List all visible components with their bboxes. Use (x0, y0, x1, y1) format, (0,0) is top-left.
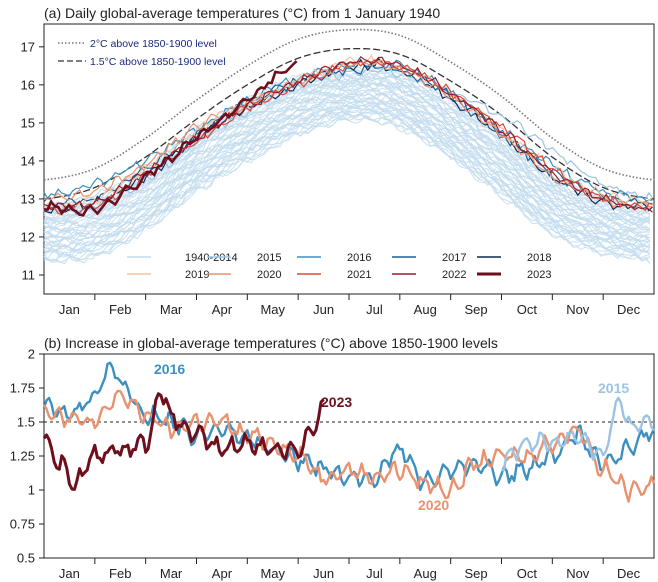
y-tick-label: 11 (22, 267, 36, 282)
x-tick-label: Aug (414, 566, 437, 581)
panel-a-series-group (43, 54, 653, 217)
annotation-2020: 2020 (418, 497, 449, 513)
x-tick-label: Feb (109, 566, 131, 581)
y-tick-label: 2 (28, 347, 35, 362)
y-tick-label: 14 (21, 153, 35, 168)
band-line (43, 104, 651, 253)
band-line (43, 107, 651, 258)
band-line (43, 80, 651, 229)
panel-a-reference-lines (43, 28, 655, 200)
y-tick-label: 0.5 (17, 551, 35, 566)
band-line (43, 71, 651, 216)
y-tick-label: 16 (21, 77, 35, 92)
x-tick-label: Aug (414, 302, 437, 317)
y-tick-label: 1.75 (10, 381, 35, 396)
series-line-2020 (44, 59, 653, 211)
x-tick-label: Apr (212, 302, 233, 317)
x-tick-label: Jun (313, 302, 334, 317)
x-tick-label: May (260, 302, 285, 317)
increase-line-2015 (501, 396, 655, 472)
y-tick-label: 13 (21, 191, 35, 206)
band-line (43, 86, 651, 232)
x-tick-label: Nov (566, 566, 590, 581)
increase-line-2016 (42, 361, 656, 492)
band-line (43, 99, 651, 246)
legend-15c-label: 1.5°C above 1850-1900 level (90, 56, 226, 68)
x-tick-label: Oct (517, 302, 538, 317)
reference-line-2c (43, 28, 655, 181)
series-line-2021 (43, 59, 653, 216)
x-tick-label: Sep (465, 566, 488, 581)
x-tick-label: Nov (566, 302, 590, 317)
x-tick-label: Jul (366, 566, 383, 581)
y-tick-label: 15 (21, 115, 35, 130)
x-tick-label: Mar (160, 302, 183, 317)
panel-a-legend: 1940-2014 2015 2016 2017 2018 2019 2020 2021 202… (127, 252, 551, 281)
y-tick-label: 17 (21, 39, 35, 54)
x-tick-label: Mar (160, 566, 183, 581)
legend-label-2023: 2023 (527, 269, 551, 281)
increase-line-2023 (42, 392, 325, 491)
x-tick-label: Jun (313, 566, 334, 581)
x-tick-label: Dec (617, 302, 641, 317)
legend-label-1940-2014: 1940-2014 (185, 252, 238, 264)
y-tick-label: 0.75 (10, 517, 35, 532)
band-line (43, 104, 651, 252)
panel-b-x-axis: Jan Feb Mar Apr May Jun Jul Aug Sep Oct Nov Dec (59, 558, 641, 581)
band-line (43, 101, 651, 250)
x-tick-label: Sep (465, 302, 488, 317)
band-line (43, 99, 650, 244)
panel-a-band-group (43, 64, 651, 265)
panel-b-series-group (42, 361, 656, 503)
reference-line-15c (43, 47, 655, 200)
legend-2c-label: 2°C above 1850-1900 level (90, 38, 217, 50)
legend-label-2018: 2018 (527, 252, 551, 264)
annotation-2023: 2023 (321, 394, 352, 410)
legend-label-2020: 2020 (257, 269, 281, 281)
x-tick-label: Apr (212, 566, 233, 581)
legend-label-2017: 2017 (442, 252, 466, 264)
legend-label-2021: 2021 (347, 269, 371, 281)
panel-b-y-axis: 0.5 0.75 1 1.25 1.5 1.75 2 (10, 347, 44, 566)
panel-b-frame (43, 353, 655, 559)
annotation-2016: 2016 (154, 361, 185, 377)
band-line (43, 104, 651, 254)
band-line (43, 76, 651, 221)
x-tick-label: Jul (366, 302, 383, 317)
panel-a-y-axis: 11 12 13 14 15 16 17 (21, 39, 44, 282)
panel-b-title: (b) Increase in global-average temperatu… (44, 335, 498, 351)
legend-label-2022: 2022 (442, 269, 466, 281)
x-tick-label: Dec (617, 566, 641, 581)
x-tick-label: Jan (59, 302, 80, 317)
legend-label-2016: 2016 (347, 252, 371, 264)
increase-line-2020 (42, 389, 656, 503)
x-tick-label: Oct (517, 566, 538, 581)
y-tick-label: 12 (21, 229, 35, 244)
x-tick-label: Feb (109, 302, 131, 317)
y-tick-label: 1.25 (10, 449, 35, 464)
y-tick-label: 1 (28, 483, 35, 498)
y-tick-label: 1.5 (17, 415, 35, 430)
legend-label-2015: 2015 (257, 252, 281, 264)
series-line-2023 (43, 60, 298, 217)
legend-label-2019: 2019 (185, 269, 209, 281)
x-tick-label: May (260, 566, 285, 581)
panel-a-x-axis: Jan Feb Mar Apr May Jun Jul Aug Sep Oct Nov Dec (59, 294, 641, 317)
panel-a-title: (a) Daily global-average temperatures (°… (44, 5, 440, 21)
annotation-2015: 2015 (598, 380, 629, 396)
x-tick-label: Jan (59, 566, 80, 581)
